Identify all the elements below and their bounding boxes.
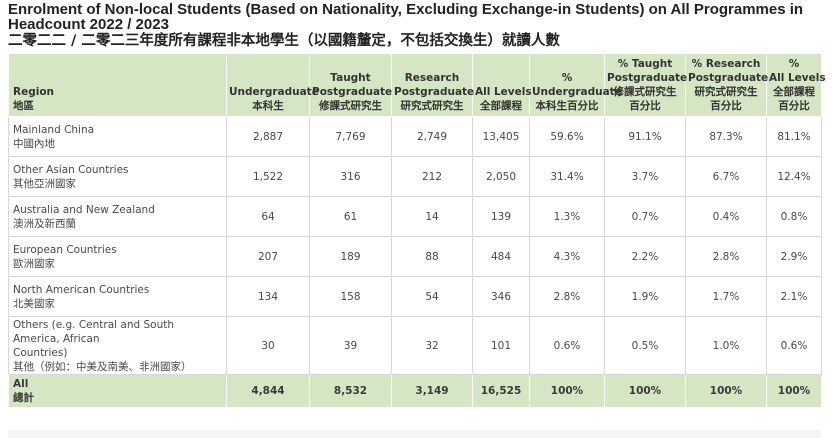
total-region-cell: All 總計 [8,374,227,408]
value-cell: 2.9% [766,236,822,277]
value-cell: 189 [309,236,392,277]
value-cell: 2.1% [766,276,822,317]
value-cell: 158 [309,276,392,317]
table-row: Others (e.g. Central and South America, … [8,316,822,375]
value-cell: 134 [226,276,310,317]
value-cell: 0.5% [604,316,686,375]
value-cell: 4.3% [529,236,605,277]
value-cell: 2.2% [604,236,686,277]
region-cell: Mainland China 中國內地 [8,116,227,157]
column-header-pct-undergraduate: % Undergraduate 本科生百分比 [529,54,622,117]
value-cell: 64 [226,196,310,237]
column-header-pct-research-postgraduate: % Research Postgraduate 研究式研究生 百分比 [685,54,768,117]
value-cell: 2,050 [472,156,530,197]
value-cell: 2,887 [226,116,310,157]
value-cell: 139 [472,196,530,237]
value-cell: 30 [226,316,310,375]
value-cell: 346 [472,276,530,317]
column-header-pct-all-levels: % All Levels 全部課程 百分比 [766,54,826,117]
bottom-divider [8,430,821,438]
value-cell: 1.7% [685,276,767,317]
value-cell: 0.6% [766,316,822,375]
total-value-cell: 100% [766,374,822,408]
column-header-taught-postgraduate: Taught Postgraduate 修課式研究生 [309,54,392,117]
value-cell: 88 [391,236,473,277]
table-row: Mainland China 中國內地 2,887 7,769 2,749 13… [8,116,822,157]
column-header-pct-taught-postgraduate: % Taught Postgraduate 修課式研究生 百分比 [604,54,687,117]
table-row: Other Asian Countries 其他亞洲國家 1,522 316 2… [8,156,822,197]
table-row: North American Countries 北美國家 134 158 54… [8,276,822,317]
value-cell: 0.8% [766,196,822,237]
total-value-cell: 16,525 [472,374,530,408]
value-cell: 54 [391,276,473,317]
header-row: Region 地區 Undergraduate 本科生 Taught Postg… [8,54,826,117]
page-title: Enrolment of Non-local Students (Based o… [8,1,804,33]
value-cell: 0.4% [685,196,767,237]
value-cell: 212 [391,156,473,197]
region-cell: Other Asian Countries 其他亞洲國家 [8,156,227,197]
value-cell: 81.1% [766,116,822,157]
value-cell: 91.1% [604,116,686,157]
value-cell: 1,522 [226,156,310,197]
column-header-all-levels: All Levels 全部課程 [472,54,532,117]
value-cell: 1.3% [529,196,605,237]
column-header-undergraduate: Undergraduate 本科生 [226,54,319,117]
region-cell: Others (e.g. Central and South America, … [8,316,227,375]
value-cell: 12.4% [766,156,822,197]
value-cell: 207 [226,236,310,277]
value-cell: 101 [472,316,530,375]
value-cell: 14 [391,196,473,237]
value-cell: 1.0% [685,316,767,375]
total-value-cell: 8,532 [309,374,392,408]
value-cell: 32 [391,316,473,375]
value-cell: 316 [309,156,392,197]
value-cell: 484 [472,236,530,277]
total-value-cell: 100% [685,374,767,408]
value-cell: 2.8% [529,276,605,317]
value-cell: 0.7% [604,196,686,237]
total-value-cell: 4,844 [226,374,310,408]
column-header-research-postgraduate: Research Postgraduate 研究式研究生 [391,54,474,117]
value-cell: 1.9% [604,276,686,317]
value-cell: 61 [309,196,392,237]
total-value-cell: 3,149 [391,374,473,408]
enrolment-table: Region 地區 Undergraduate 本科生 Taught Postg… [8,54,826,408]
total-value-cell: 100% [529,374,605,408]
table-row: European Countries 歐洲國家 207 189 88 484 4… [8,236,822,277]
value-cell: 31.4% [529,156,605,197]
table-row: Australia and New Zealand 澳洲及新西蘭 64 61 1… [8,196,822,237]
column-header-region: Region 地區 [8,54,227,117]
value-cell: 87.3% [685,116,767,157]
region-cell: North American Countries 北美國家 [8,276,227,317]
value-cell: 39 [309,316,392,375]
region-cell: European Countries 歐洲國家 [8,236,227,277]
value-cell: 2.8% [685,236,767,277]
total-value-cell: 100% [604,374,686,408]
value-cell: 0.6% [529,316,605,375]
value-cell: 13,405 [472,116,530,157]
region-cell: Australia and New Zealand 澳洲及新西蘭 [8,196,227,237]
value-cell: 59.6% [529,116,605,157]
value-cell: 6.7% [685,156,767,197]
value-cell: 2,749 [391,116,473,157]
value-cell: 7,769 [309,116,392,157]
total-row: All 總計 4,844 8,532 3,149 16,525 100% 100… [8,374,822,408]
value-cell: 3.7% [604,156,686,197]
page-title-chinese: 二零二二 / 二零二三年度所有課程非本地學生（以國籍釐定，不包括交換生）就讀人數 [8,33,560,49]
